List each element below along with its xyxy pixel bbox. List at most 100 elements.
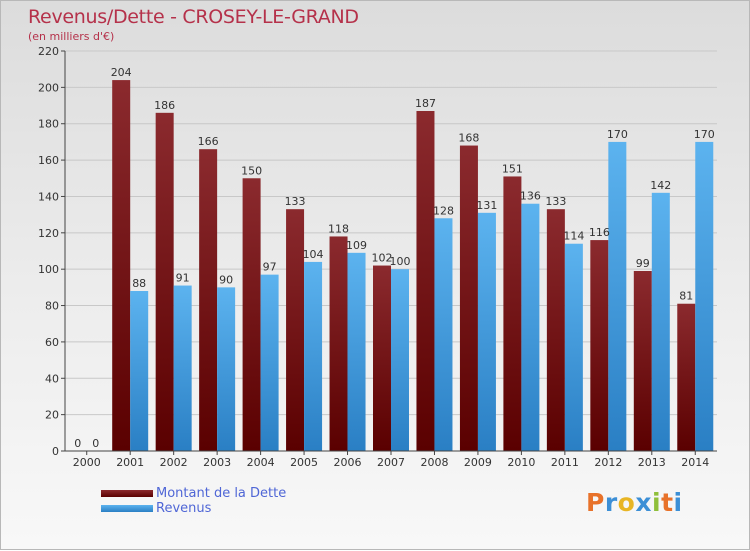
value-label-revenus-2003: 90 [219, 273, 233, 286]
bar-dette-2014 [677, 303, 696, 451]
y-tick-label: 0 [52, 445, 59, 458]
value-label-dette-2005: 133 [285, 195, 306, 208]
x-tick-label: 2003 [203, 456, 231, 469]
bar-revenus-2004 [260, 274, 279, 451]
bar-dette-2008 [416, 111, 435, 451]
bar-revenus-2008 [434, 218, 453, 451]
x-tick-label: 2004 [247, 456, 275, 469]
x-tick-label: 2012 [594, 456, 622, 469]
bar-revenus-2005 [304, 261, 323, 451]
logo-letter: i [673, 488, 683, 517]
bar-revenus-2012 [608, 141, 627, 451]
logo-letter: r [604, 488, 618, 517]
x-tick-label: 2005 [290, 456, 318, 469]
value-label-dette-2008: 187 [415, 97, 436, 110]
value-label-revenus-2007: 100 [390, 255, 411, 268]
value-label-revenus-2004: 97 [263, 261, 277, 274]
y-tick-label: 160 [38, 154, 59, 167]
chart-title: Revenus/Dette - CROSEY-LE-GRAND [28, 6, 359, 28]
bar-dette-2009 [459, 145, 478, 451]
bar-dette-2013 [633, 271, 652, 451]
y-tick-label: 140 [38, 190, 59, 203]
y-tick-label: 80 [45, 300, 59, 313]
bar-dette-2010 [503, 176, 522, 452]
logo-letter: i [652, 488, 662, 517]
bar-dette-2001 [112, 80, 131, 451]
bar-revenus-2003 [217, 287, 236, 451]
value-label-dette-2001: 204 [111, 66, 132, 79]
value-label-revenus-2008: 128 [433, 204, 454, 217]
value-label-dette-2003: 166 [198, 135, 219, 148]
bar-revenus-2009 [477, 212, 496, 451]
legend-swatch-dette [101, 490, 153, 497]
bar-revenus-2002 [173, 285, 192, 451]
bar-dette-2004 [242, 178, 261, 452]
y-tick-label: 200 [38, 81, 59, 94]
logo-letter: x [635, 488, 652, 517]
bar-revenus-2001 [130, 291, 149, 451]
value-label-revenus-2001: 88 [132, 277, 146, 290]
x-tick-label: 2001 [116, 456, 144, 469]
value-label-dette-2012: 116 [589, 226, 610, 239]
y-tick-label: 180 [38, 118, 59, 131]
value-label-revenus-2014: 170 [694, 128, 715, 141]
x-tick-label: 2009 [464, 456, 492, 469]
value-label-dette-2007: 102 [372, 252, 393, 265]
logo-letter: t [661, 488, 674, 517]
value-label-dette-2009: 168 [458, 132, 479, 145]
value-labels: 0 0 204 88 186 91 166 90 150 97 133 104 118 109 102100… [74, 66, 715, 450]
bar-dette-2007 [373, 265, 391, 451]
value-label-dette-2013: 99 [636, 257, 650, 270]
value-label-dette-2002: 186 [154, 99, 175, 112]
x-tick-label: 2006 [334, 456, 362, 469]
x-tick-label: 2002 [160, 456, 188, 469]
y-tick-label: 220 [38, 45, 59, 58]
bar-dette-2003 [199, 149, 218, 451]
bar-dette-2006 [329, 236, 348, 451]
x-tick-label: 2007 [377, 456, 405, 469]
x-tick-label: 2010 [507, 456, 535, 469]
bar-revenus-2007 [391, 269, 409, 451]
bar-dette-2011 [546, 209, 565, 451]
logo-letter: P [586, 488, 605, 517]
chart-subtitle: (en milliers d'€) [28, 30, 115, 43]
bar-revenus-2006 [347, 252, 366, 451]
value-label-revenus-2012: 170 [607, 128, 628, 141]
y-tick-label: 60 [45, 336, 59, 349]
y-tick-label: 120 [38, 227, 59, 240]
y-axis-ticks: 0 20 40 60 80 100 120 140 160 180 200 220 [38, 45, 65, 458]
value-label-dette-2000: 0 [74, 437, 81, 450]
bar-revenus-2014 [695, 141, 714, 451]
bar-revenus-2013 [651, 192, 670, 451]
legend-label-dette: Montant de la Dette [156, 486, 287, 501]
value-label-dette-2011: 133 [545, 195, 566, 208]
x-tick-label: 2014 [681, 456, 709, 469]
value-label-revenus-2002: 91 [176, 272, 190, 285]
x-tick-label: 2000 [73, 456, 101, 469]
value-label-revenus-2011: 114 [563, 230, 584, 243]
x-axis-ticks: 2000 2001 2002 2003 2004 2005 2006 2007 2008 2009… [73, 451, 709, 469]
bar-revenus-2010 [521, 203, 540, 451]
value-label-dette-2010: 151 [502, 162, 523, 175]
bar-dette-2005 [286, 209, 305, 451]
value-label-dette-2014: 81 [679, 290, 693, 303]
y-tick-label: 40 [45, 372, 59, 385]
y-tick-label: 20 [45, 409, 59, 422]
value-label-revenus-2009: 131 [476, 199, 497, 212]
value-label-revenus-2010: 136 [520, 190, 541, 203]
logo-letter: o [617, 488, 636, 517]
bar-revenus-2011 [564, 243, 583, 451]
legend-label-revenus: Revenus [156, 501, 212, 516]
value-label-revenus-2013: 142 [650, 179, 671, 192]
value-label-revenus-2005: 104 [303, 248, 324, 261]
y-tick-label: 100 [38, 263, 59, 276]
bars [112, 80, 714, 452]
x-tick-label: 2008 [420, 456, 448, 469]
value-label-revenus-2006: 109 [346, 239, 367, 252]
bar-dette-2012 [590, 240, 609, 451]
value-label-dette-2006: 118 [328, 222, 349, 235]
value-label-revenus-2000: 0 [92, 437, 99, 450]
x-tick-label: 2013 [638, 456, 666, 469]
